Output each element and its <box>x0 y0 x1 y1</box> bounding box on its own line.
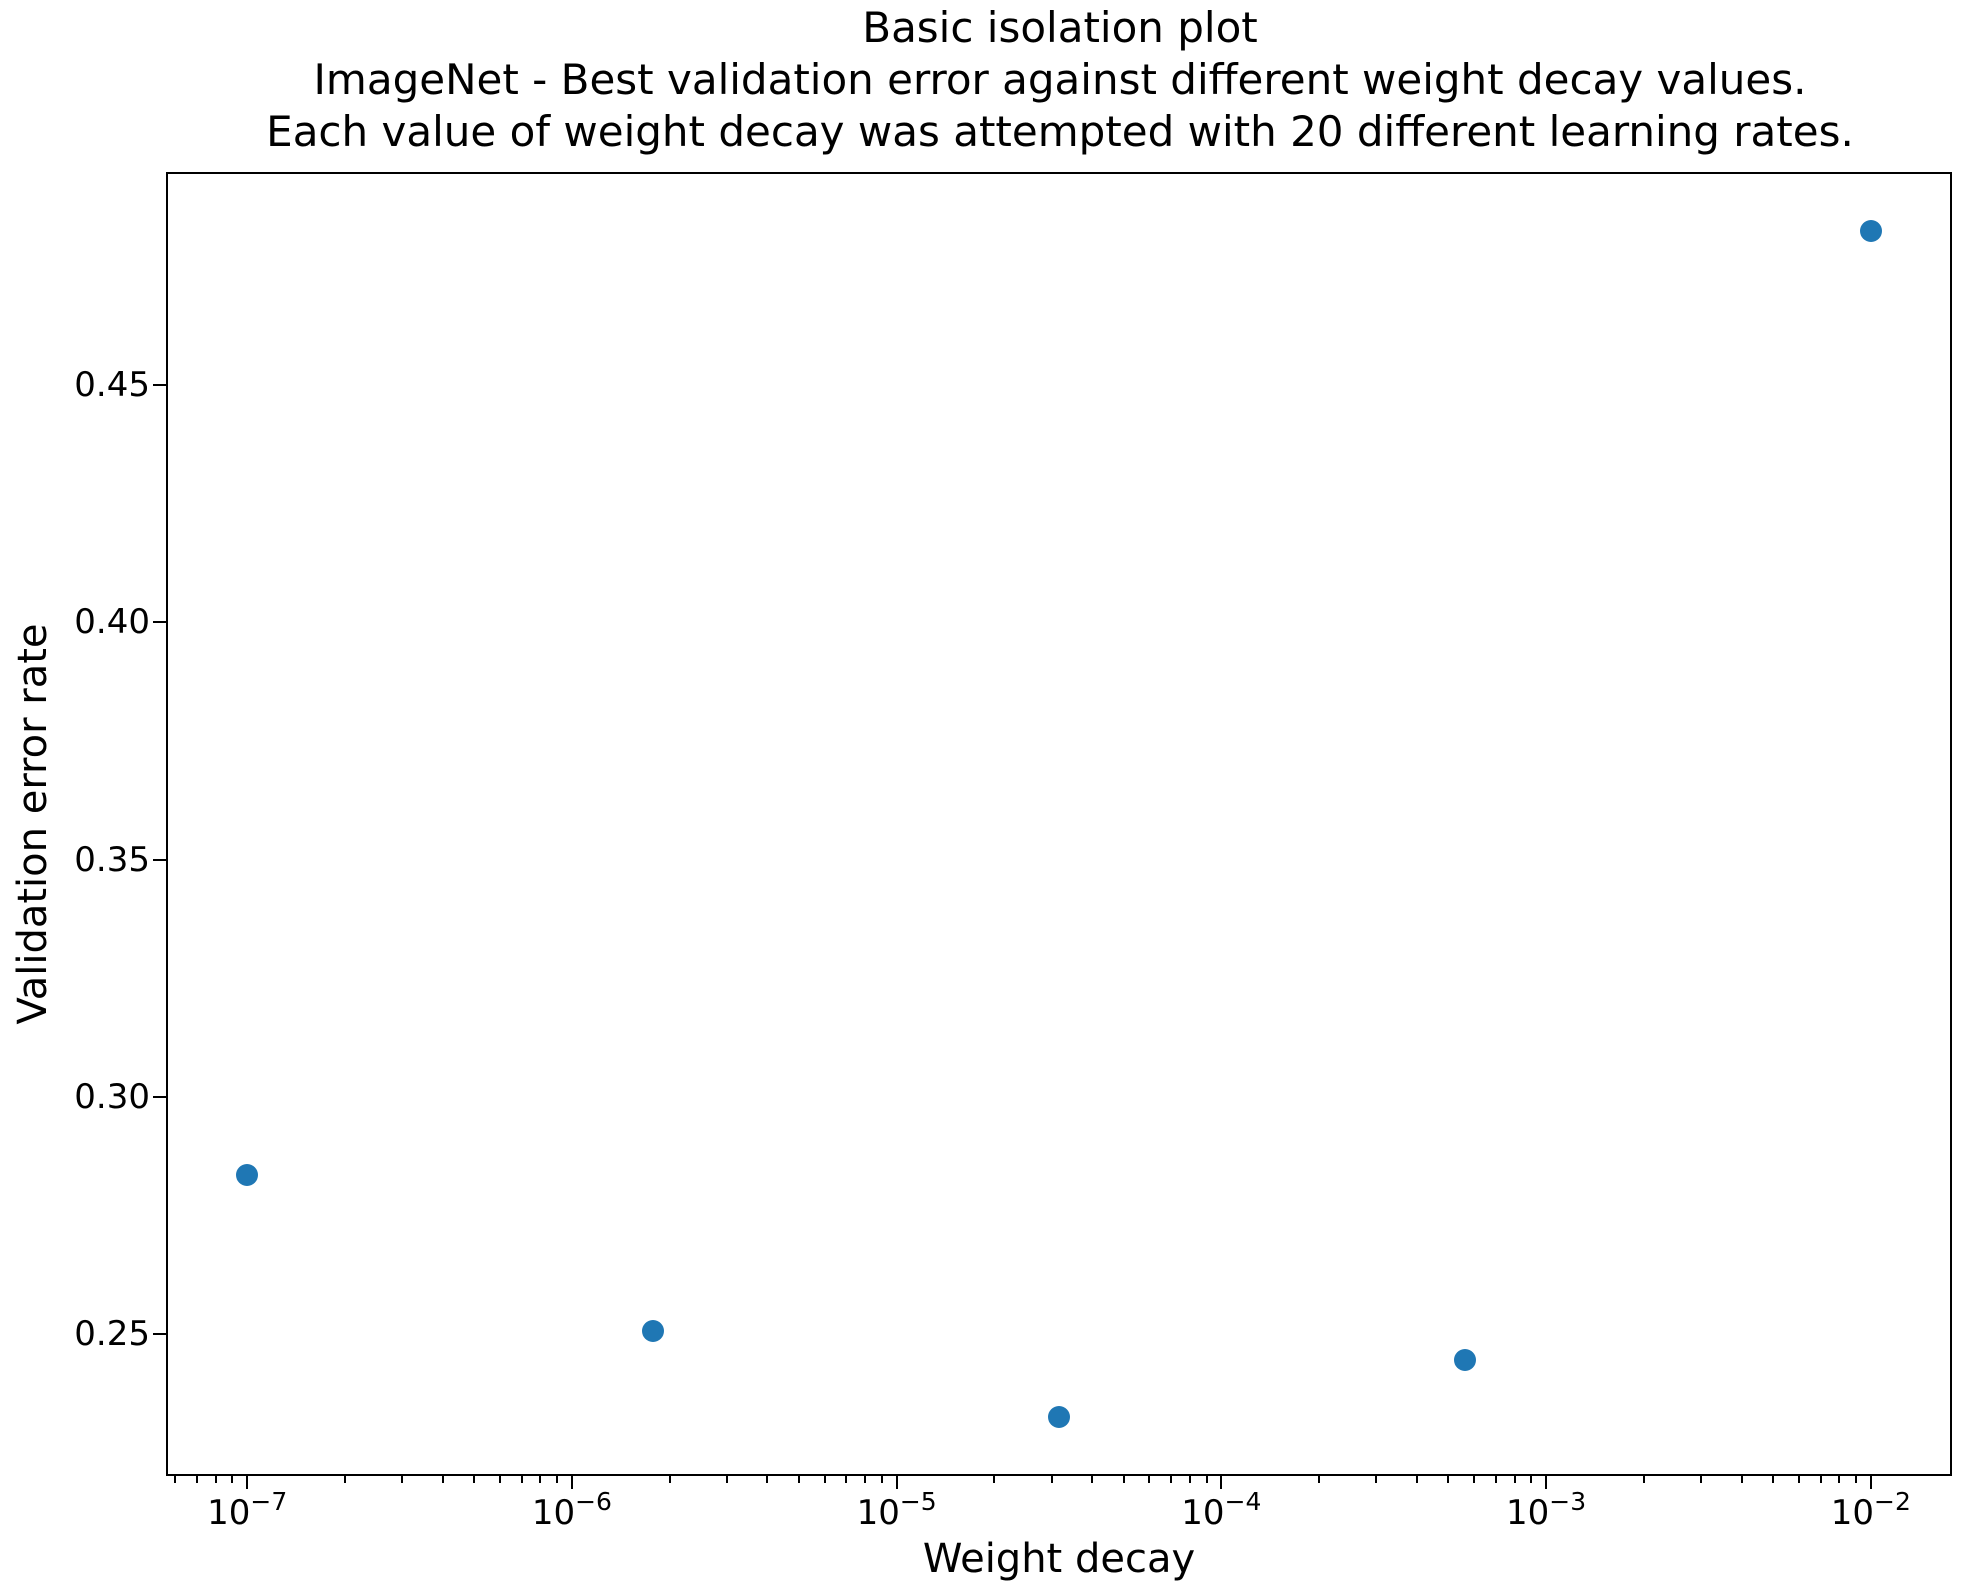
x-major-tick <box>1869 1476 1872 1489</box>
x-minor-tick <box>1642 1476 1645 1483</box>
x-major-tick <box>1220 1476 1223 1489</box>
x-tick-label-exponent: −4 <box>1224 1487 1262 1517</box>
x-tick-label-exponent: −5 <box>899 1487 937 1517</box>
x-minor-tick <box>498 1476 501 1483</box>
x-minor-tick <box>1122 1476 1125 1483</box>
x-minor-tick <box>441 1476 444 1483</box>
x-tick-label-base: 10 <box>207 1493 251 1533</box>
y-major-tick <box>153 858 166 861</box>
x-minor-tick <box>1415 1476 1418 1483</box>
x-minor-tick <box>343 1476 346 1483</box>
x-minor-tick <box>823 1476 826 1483</box>
x-minor-tick <box>539 1476 542 1483</box>
x-tick-label-exponent: −3 <box>1549 1487 1587 1517</box>
x-minor-tick <box>993 1476 996 1483</box>
x-tick-label-base: 10 <box>856 1493 900 1533</box>
y-tick-label: 0.40 <box>74 602 150 643</box>
x-minor-tick <box>1838 1476 1841 1483</box>
data-point <box>236 1163 259 1186</box>
x-minor-tick <box>1854 1476 1857 1483</box>
plot-area <box>166 172 1952 1476</box>
x-minor-tick <box>214 1476 217 1483</box>
data-point <box>1859 220 1882 243</box>
x-minor-tick <box>1530 1476 1533 1483</box>
x-minor-tick <box>1700 1476 1703 1483</box>
x-minor-tick <box>1473 1476 1476 1483</box>
x-minor-tick <box>520 1476 523 1483</box>
x-major-tick <box>1545 1476 1548 1489</box>
y-major-tick <box>153 1095 166 1098</box>
x-tick-label-base: 10 <box>1181 1493 1225 1533</box>
x-minor-tick <box>1772 1476 1775 1483</box>
x-minor-tick <box>473 1476 476 1483</box>
x-minor-tick <box>1494 1476 1497 1483</box>
x-tick-label: 10−7 <box>167 1489 327 1535</box>
data-point <box>1453 1348 1476 1371</box>
x-tick-label: 10−6 <box>492 1489 652 1535</box>
x-minor-tick <box>231 1476 234 1483</box>
chart-title: Basic isolation plot ImageNet - Best val… <box>266 3 1854 156</box>
y-axis-label: Validation error rate <box>10 623 56 1025</box>
x-major-tick <box>570 1476 573 1489</box>
x-minor-tick <box>1447 1476 1450 1483</box>
x-minor-tick <box>725 1476 728 1483</box>
x-tick-label-base: 10 <box>531 1493 576 1533</box>
x-tick-label: 10−3 <box>1466 1489 1626 1535</box>
x-tick-label-exponent: −2 <box>1874 1487 1911 1517</box>
x-minor-tick <box>1740 1476 1743 1483</box>
y-tick-label: 0.35 <box>74 839 150 880</box>
x-tick-label-exponent: −7 <box>250 1487 288 1517</box>
x-tick-label: 10−4 <box>1141 1489 1301 1535</box>
x-minor-tick <box>766 1476 769 1483</box>
x-minor-tick <box>1513 1476 1516 1483</box>
x-minor-tick <box>1091 1476 1094 1483</box>
x-minor-tick <box>1375 1476 1378 1483</box>
x-minor-tick <box>1170 1476 1173 1483</box>
x-minor-tick <box>401 1476 404 1483</box>
x-major-tick <box>246 1476 249 1489</box>
x-tick-label-base: 10 <box>1830 1493 1875 1533</box>
x-minor-tick <box>556 1476 559 1483</box>
x-minor-tick <box>1797 1476 1800 1483</box>
x-minor-tick <box>1050 1476 1053 1483</box>
x-tick-label: 10−5 <box>817 1489 977 1535</box>
x-minor-tick <box>845 1476 848 1483</box>
x-axis-label: Weight decay <box>922 1536 1196 1582</box>
x-minor-tick <box>797 1476 800 1483</box>
data-point <box>1048 1405 1070 1428</box>
x-major-tick <box>895 1476 898 1489</box>
y-tick-label: 0.45 <box>74 365 150 406</box>
x-minor-tick <box>1318 1476 1321 1483</box>
x-minor-tick <box>1819 1476 1822 1483</box>
x-minor-tick <box>1148 1476 1151 1483</box>
x-tick-label-base: 10 <box>1506 1493 1550 1533</box>
x-minor-tick <box>880 1476 883 1483</box>
x-minor-tick <box>1205 1476 1208 1483</box>
x-minor-tick <box>1188 1476 1191 1483</box>
y-major-tick <box>153 621 166 624</box>
y-major-tick <box>153 1332 166 1335</box>
x-minor-tick <box>864 1476 867 1483</box>
x-minor-tick <box>668 1476 671 1483</box>
y-major-tick <box>153 384 166 387</box>
x-tick-label: 10−2 <box>1791 1489 1951 1535</box>
y-tick-label: 0.30 <box>74 1076 150 1117</box>
x-minor-tick <box>195 1476 198 1483</box>
data-point <box>642 1320 665 1343</box>
x-tick-label-exponent: −6 <box>575 1487 612 1517</box>
y-tick-label: 0.25 <box>74 1313 150 1354</box>
x-minor-tick <box>174 1476 177 1483</box>
